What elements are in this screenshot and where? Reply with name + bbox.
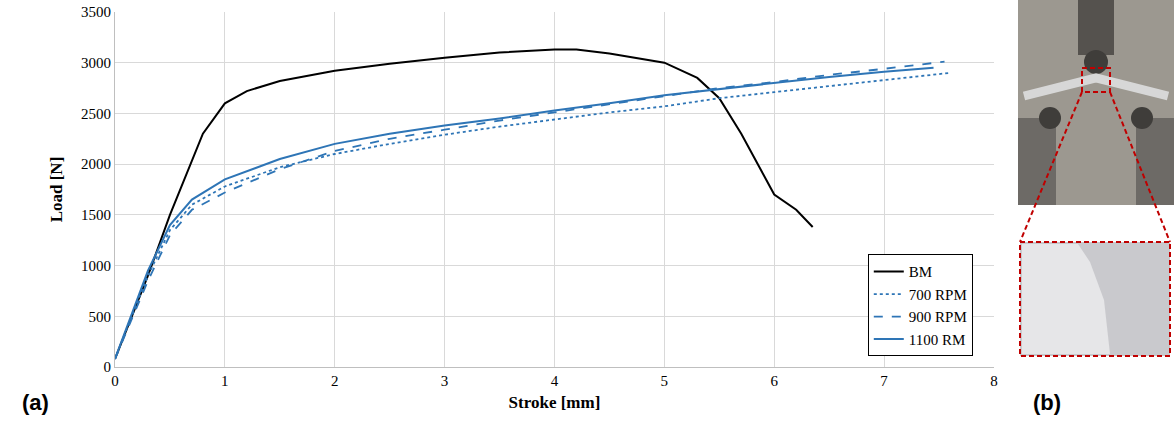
svg-text:6: 6 [770,373,778,389]
svg-text:3500: 3500 [81,4,111,20]
svg-text:3000: 3000 [81,55,111,71]
svg-text:2: 2 [331,373,339,389]
svg-text:1: 1 [221,373,229,389]
svg-text:1500: 1500 [81,207,111,223]
svg-text:1100 RM: 1100 RM [909,332,966,348]
svg-text:Load [N]: Load [N] [47,157,66,223]
svg-text:Stroke [mm]: Stroke [mm] [509,393,601,412]
svg-text:4: 4 [551,373,559,389]
svg-text:500: 500 [89,309,112,325]
svg-text:5: 5 [661,373,669,389]
svg-text:(a): (a) [22,390,49,415]
svg-text:2500: 2500 [81,106,111,122]
svg-text:900 RPM: 900 RPM [909,309,967,325]
svg-text:2000: 2000 [81,156,111,172]
svg-text:BM: BM [909,264,932,280]
svg-text:7: 7 [880,373,888,389]
svg-text:8: 8 [990,373,998,389]
svg-text:3: 3 [441,373,449,389]
svg-text:(b): (b) [1033,390,1061,415]
svg-text:1000: 1000 [81,258,111,274]
svg-text:0: 0 [104,359,112,375]
svg-text:700 RPM: 700 RPM [909,287,967,303]
svg-text:0: 0 [111,373,119,389]
